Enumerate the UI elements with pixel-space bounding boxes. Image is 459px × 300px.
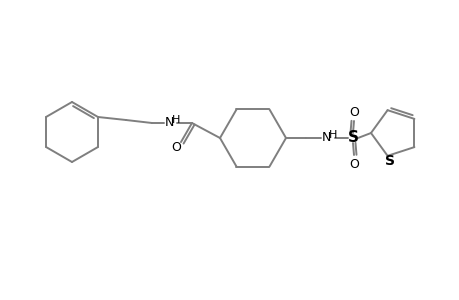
Text: H: H (328, 130, 336, 140)
Text: N: N (164, 116, 174, 128)
Text: O: O (348, 106, 358, 118)
Text: S: S (347, 130, 358, 145)
Text: O: O (348, 158, 358, 170)
Text: H: H (171, 115, 180, 125)
Text: O: O (171, 141, 180, 154)
Text: N: N (321, 130, 330, 143)
Text: S: S (384, 154, 394, 168)
